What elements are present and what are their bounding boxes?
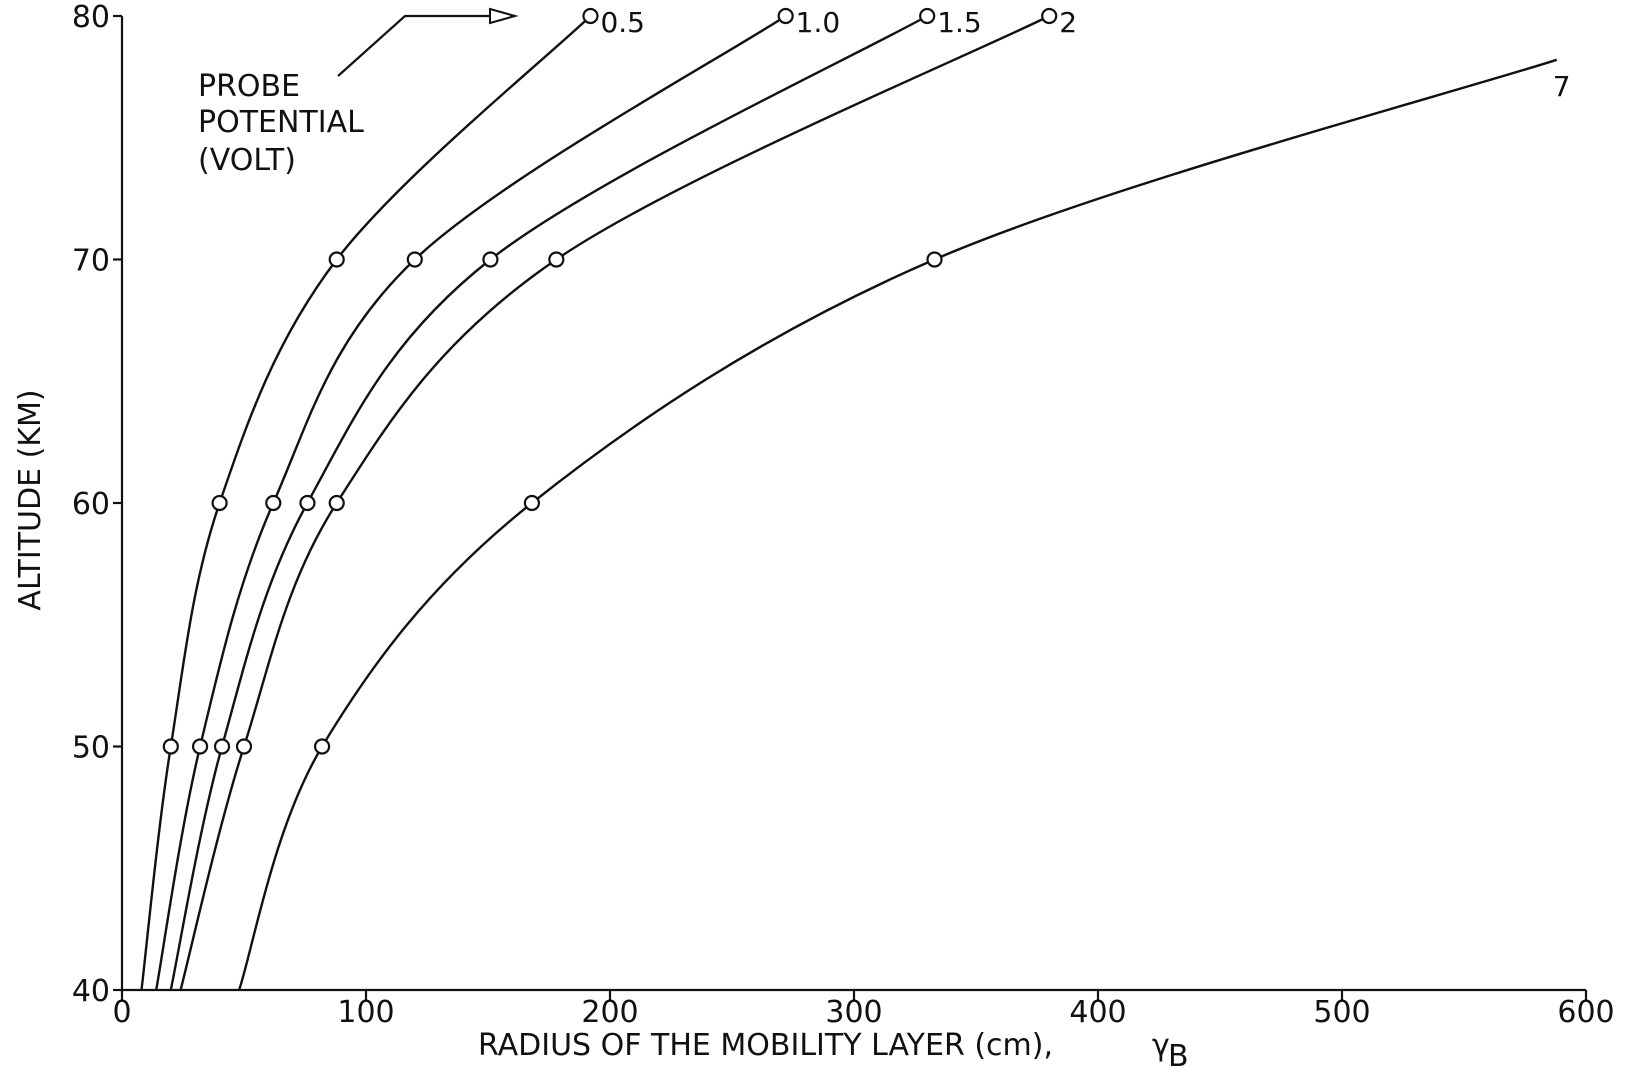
x-axis-title: RADIUS OF THE MOBILITY LAYER (cm), — [478, 1028, 1053, 1063]
y-axis-title: ALTITUDE (KM) — [13, 389, 48, 610]
x-tick-label: 400 — [1069, 995, 1126, 1030]
x-axis-symbol: γ — [1152, 1028, 1170, 1063]
data-point — [919, 7, 936, 25]
y-tick-label: 50 — [72, 731, 110, 766]
series-label-2: 1.5 — [937, 6, 982, 39]
data-point — [211, 494, 228, 512]
ticks: 0 100 200 300 400 500 600 40 50 60 70 80 — [72, 0, 1615, 1030]
data-point — [482, 251, 499, 268]
x-axis-symbol-subscript: B — [1168, 1039, 1189, 1074]
x-tick-label: 100 — [337, 995, 394, 1030]
x-tick-label: 500 — [1313, 995, 1370, 1030]
x-axis-title-group: RADIUS OF THE MOBILITY LAYER (cm), γ B — [478, 1028, 1189, 1074]
series-label-1: 1.0 — [796, 6, 841, 39]
legend-pointer-line — [337, 14, 515, 77]
data-point — [582, 7, 599, 25]
data-point — [162, 738, 179, 755]
series-line-1 — [155, 14, 787, 991]
data-point — [213, 738, 231, 755]
y-tick-label: 60 — [72, 487, 110, 522]
data-point — [235, 738, 253, 755]
data-point — [523, 494, 541, 512]
y-tick-label: 40 — [72, 974, 110, 1009]
x-tick-label: 200 — [581, 995, 638, 1030]
data-point — [328, 251, 345, 268]
legend-title-line-3: (VOLT) — [198, 143, 296, 178]
series-line-4 — [237, 58, 1558, 991]
curve-labels: 0.5 1.0 1.5 2 7 — [600, 6, 1570, 103]
legend-title-line-1: PROBE — [198, 69, 300, 104]
series-line-3 — [179, 14, 1050, 991]
data-point — [777, 7, 794, 25]
data-point — [313, 738, 331, 755]
data-point — [328, 494, 345, 512]
legend: PROBE POTENTIAL (VOLT) — [198, 7, 519, 178]
data-point — [548, 251, 565, 268]
x-tick-label: 300 — [825, 995, 882, 1030]
data-point — [926, 251, 943, 268]
data-point — [265, 494, 282, 512]
y-tick-label: 70 — [72, 244, 110, 279]
series-line-2 — [169, 14, 928, 991]
x-tick-label: 600 — [1557, 995, 1614, 1030]
series-label-0: 0.5 — [600, 6, 645, 39]
y-tick-label: 80 — [72, 0, 110, 35]
data-point — [406, 251, 423, 268]
legend-title-line-2: POTENTIAL — [198, 105, 364, 140]
data-point — [1041, 7, 1058, 25]
series-label-3: 2 — [1059, 6, 1077, 39]
legend-pointer-arrowhead — [489, 7, 519, 25]
series-line-0 — [140, 15, 592, 991]
markers — [162, 7, 1058, 755]
x-tick-label: 0 — [112, 995, 131, 1030]
data-point — [191, 738, 209, 755]
curves — [140, 14, 1558, 991]
series-label-4: 7 — [1553, 70, 1571, 103]
data-point — [299, 494, 316, 512]
